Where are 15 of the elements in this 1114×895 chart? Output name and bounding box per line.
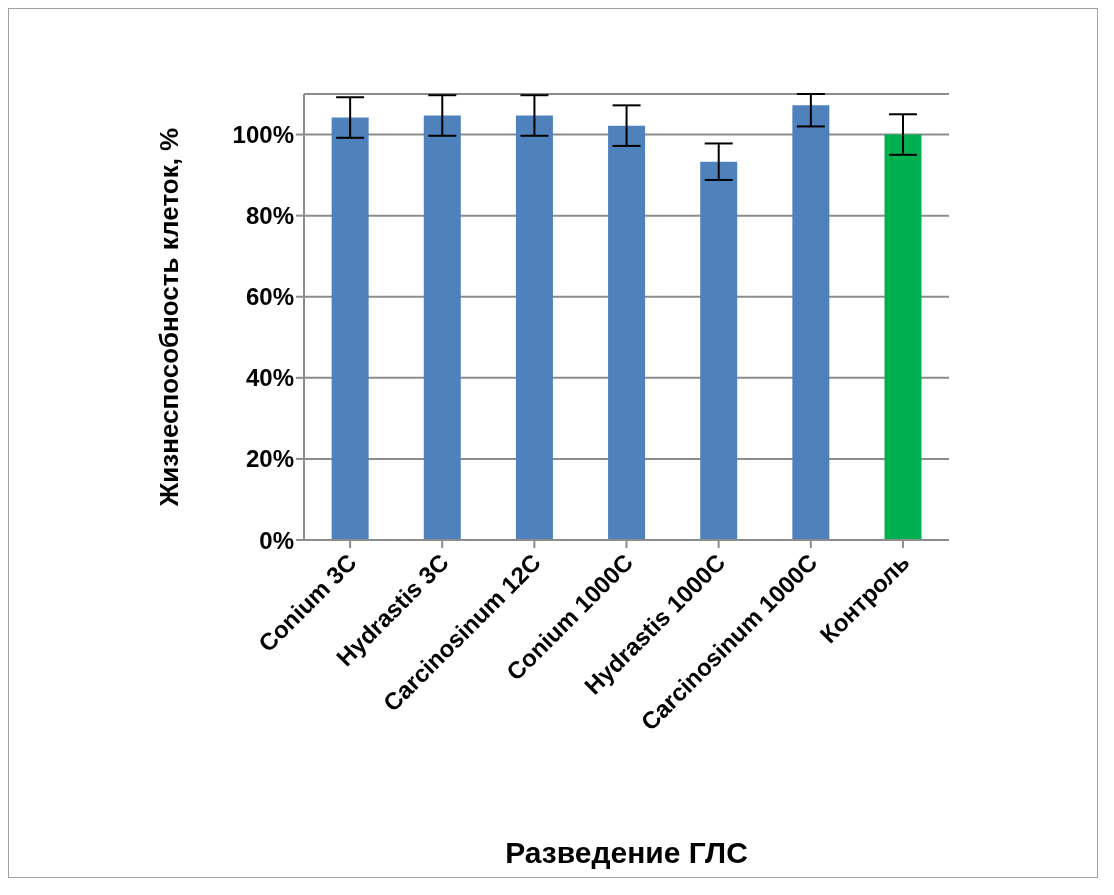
x-axis-title: Разведение ГЛС: [505, 836, 748, 869]
y-tick-label: 60%: [245, 283, 294, 311]
bar: [792, 105, 830, 540]
bar: [515, 115, 553, 540]
bar: [423, 115, 461, 540]
y-tick-label: 100%: [232, 121, 294, 149]
y-tick-label: 20%: [245, 445, 294, 473]
y-tick-label: 80%: [245, 202, 294, 230]
bar: [608, 125, 646, 540]
bar: [331, 117, 369, 540]
bar: [884, 134, 922, 540]
y-tick-label: 40%: [245, 364, 294, 392]
y-tick-label: 0%: [259, 526, 294, 554]
bar: [700, 161, 738, 540]
y-axis-title: Жизнеспособность клеток, %: [154, 127, 185, 508]
